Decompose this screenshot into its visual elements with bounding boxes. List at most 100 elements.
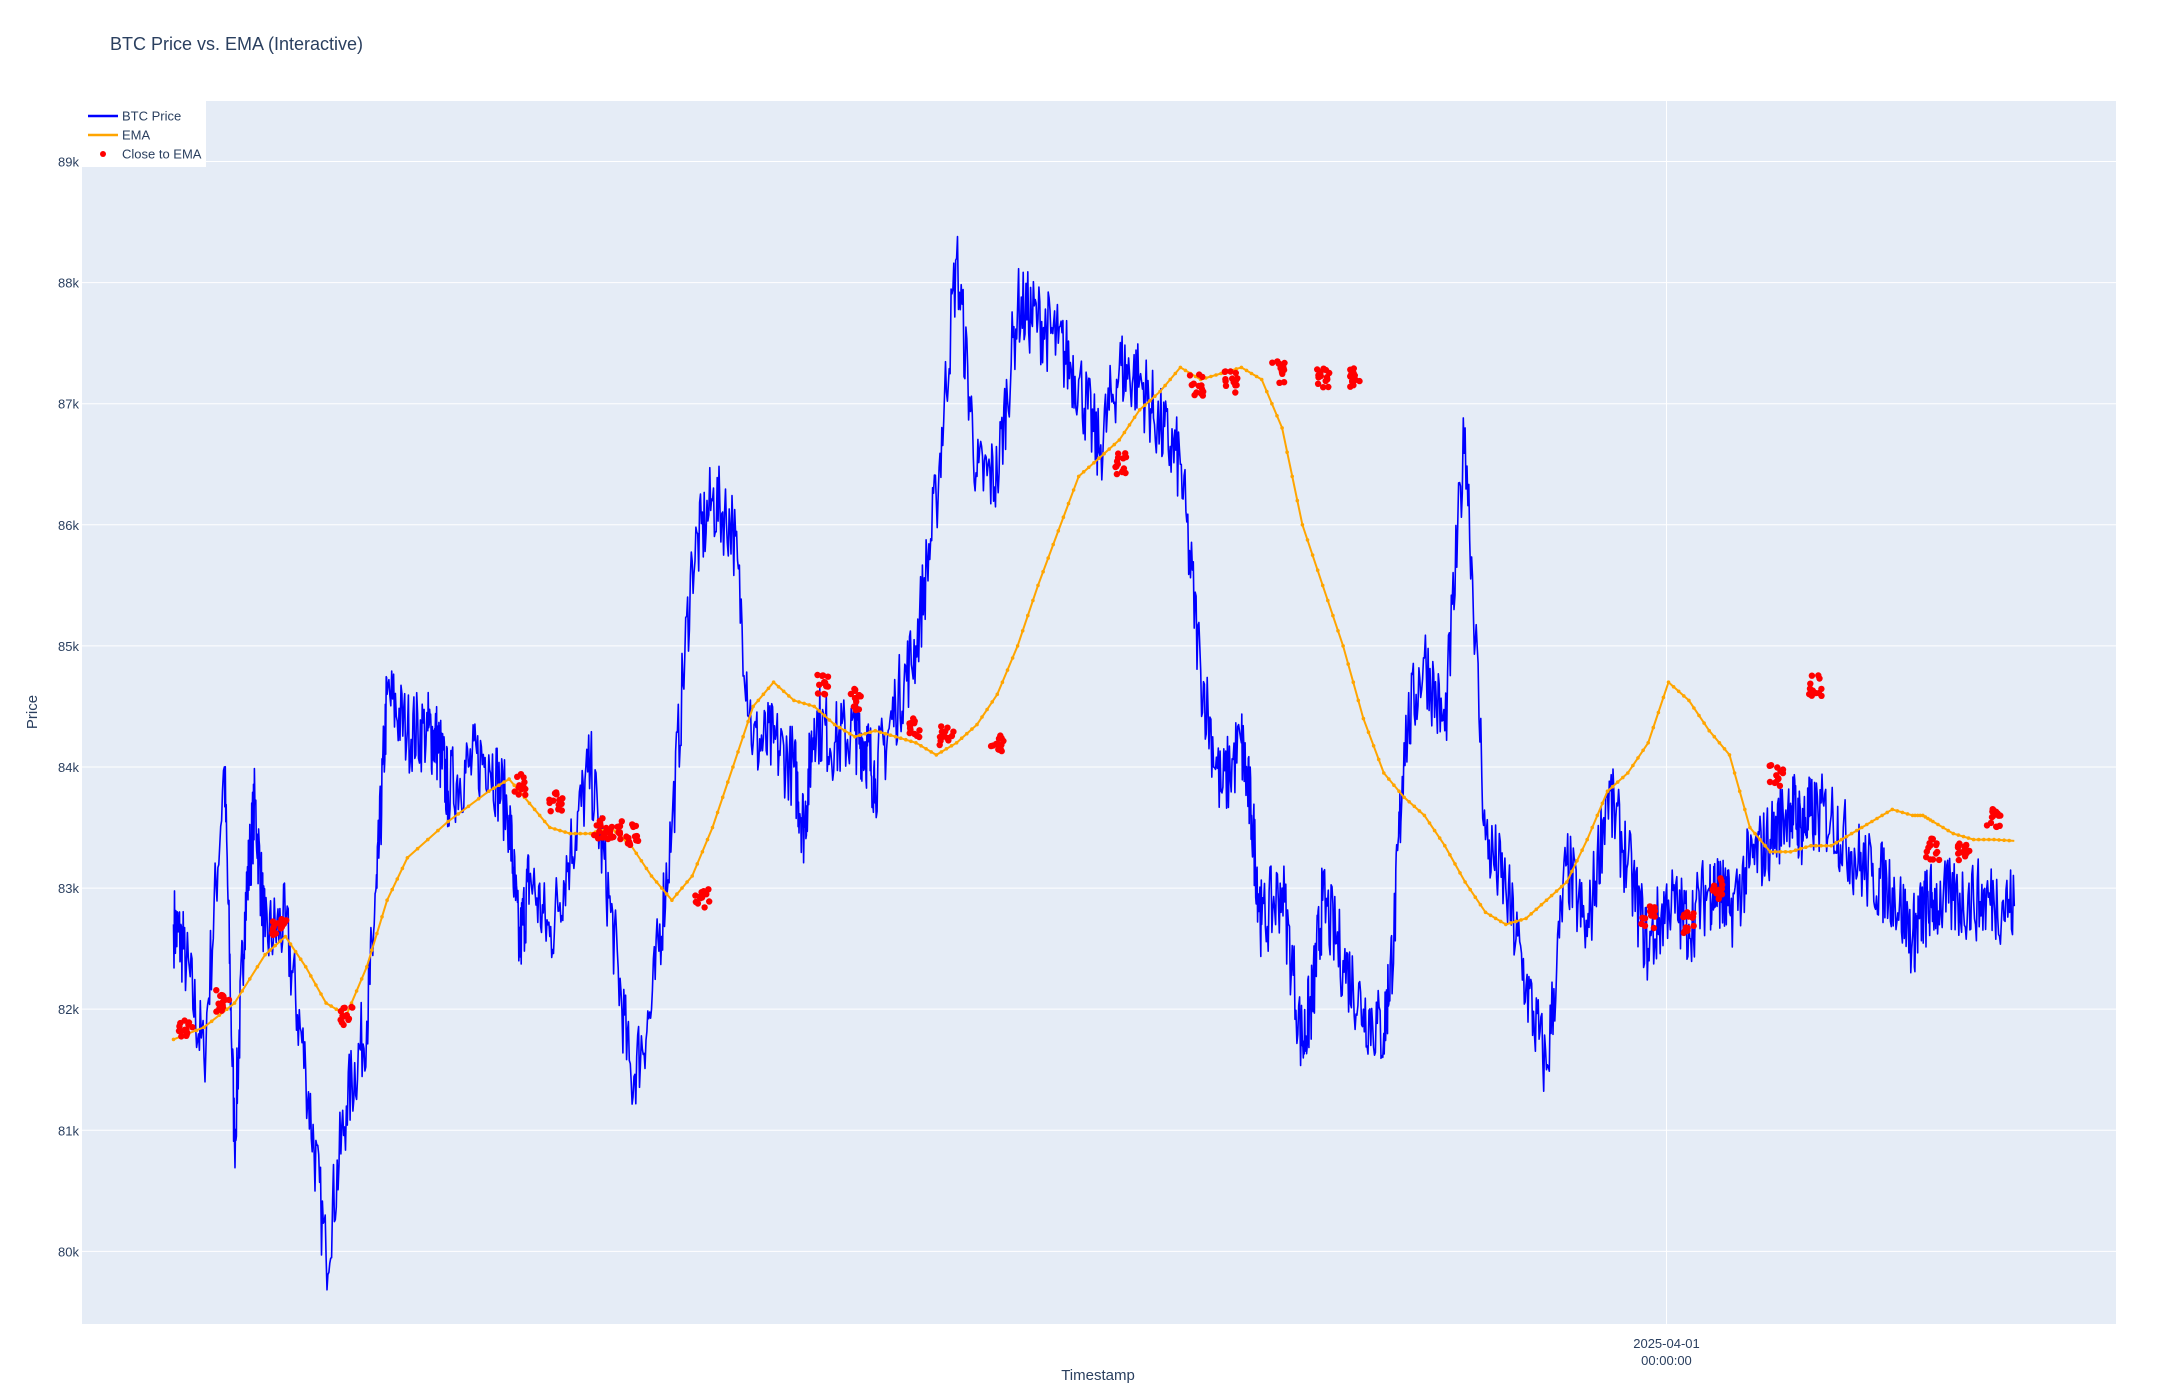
ema-point	[1875, 816, 1879, 821]
y-tick-label: 82k	[58, 1002, 79, 1017]
y-tick-label: 88k	[58, 276, 79, 291]
ema-point	[1382, 771, 1386, 775]
ema-point	[1763, 843, 1767, 848]
ema-point	[1549, 893, 1554, 898]
y-tick-label: 83k	[58, 881, 79, 896]
ema-point	[1285, 450, 1289, 455]
close-to-ema-point	[617, 835, 624, 843]
close-to-ema-point	[1638, 920, 1645, 928]
ema-point	[1793, 848, 1798, 852]
ema-point	[1117, 438, 1122, 442]
ema-point	[1000, 680, 1005, 684]
ema-point	[939, 750, 944, 754]
close-to-ema-point	[1963, 849, 1971, 857]
ema-point	[446, 819, 450, 824]
ema-point	[675, 892, 679, 896]
ema-point	[919, 744, 923, 748]
close-to-ema-point	[1995, 812, 2002, 819]
ema-point	[781, 689, 786, 694]
ema-point	[634, 851, 639, 856]
y-axis-ticks: 80k 81k 82k 83k 84k 85k 86k 87k 88k 89k	[58, 155, 79, 1260]
close-to-ema-point	[995, 746, 1002, 753]
ema-point	[1056, 529, 1061, 533]
ema-point	[848, 731, 852, 736]
ema-point	[1290, 474, 1294, 479]
legend[interactable]: BTC Price EMA Close to EMA	[82, 101, 206, 167]
ema-point	[670, 898, 674, 902]
close-to-ema-point	[1347, 366, 1354, 373]
close-to-ema-point	[692, 892, 699, 899]
ema-point	[1915, 813, 1920, 818]
ema-point	[1437, 836, 1442, 840]
close-to-ema-point	[1196, 371, 1203, 378]
ema-point	[1346, 662, 1350, 666]
ema-point	[1071, 488, 1076, 492]
ema-point	[1656, 710, 1661, 715]
close-to-ema-point	[558, 807, 565, 814]
close-to-ema-point	[1326, 369, 1333, 377]
close-to-ema-cluster	[692, 886, 713, 911]
close-to-ema-point	[1932, 841, 1940, 849]
close-to-ema-cluster	[1112, 450, 1130, 478]
close-to-ema-point	[1349, 375, 1357, 382]
ema-point	[1671, 685, 1676, 689]
close-to-ema-point	[1689, 913, 1697, 921]
close-to-ema-cluster	[1186, 371, 1207, 399]
ema-point	[1397, 789, 1401, 793]
close-to-ema-point	[853, 706, 860, 713]
ema-point	[1539, 902, 1544, 907]
ema-point	[1417, 809, 1422, 813]
close-to-ema-point	[1929, 856, 1937, 863]
close-to-ema-point	[1325, 383, 1332, 391]
ema-point	[1697, 713, 1701, 718]
legend-item-label[interactable]: EMA	[122, 128, 151, 143]
ema-point	[1814, 843, 1818, 848]
ema-point	[1941, 825, 1945, 830]
ema-point	[1448, 853, 1452, 857]
legend-item-label[interactable]: BTC Price	[122, 109, 181, 124]
ema-point	[1565, 880, 1569, 884]
close-to-ema-point	[814, 671, 821, 679]
close-to-ema-point	[1651, 907, 1659, 915]
ema-point	[883, 731, 888, 736]
ema-point	[1768, 850, 1772, 854]
ema-point	[975, 722, 979, 727]
ema-point	[395, 877, 400, 881]
ema-point	[1407, 800, 1411, 804]
ema-point	[710, 825, 715, 830]
ema-point	[194, 1028, 199, 1033]
close-to-ema-point	[1324, 376, 1331, 383]
ema-point	[268, 948, 272, 952]
ema-point	[1087, 465, 1091, 470]
close-to-ema-point	[1641, 915, 1649, 922]
close-to-ema-cluster	[1954, 840, 1973, 864]
ema-point	[1758, 837, 1762, 842]
ema-point	[1514, 919, 1518, 924]
close-to-ema-point	[1923, 853, 1930, 861]
ema-point	[787, 694, 791, 698]
close-to-ema-point	[937, 734, 945, 742]
ema-point	[878, 730, 883, 734]
close-to-ema-point	[218, 991, 225, 999]
close-to-ema-point	[1222, 377, 1229, 385]
ema-point	[1066, 501, 1071, 506]
close-to-ema-point	[616, 823, 624, 830]
close-to-ema-point	[547, 808, 554, 815]
ema-point	[1478, 902, 1483, 907]
legend-item-label[interactable]: Close to EMA	[122, 147, 202, 162]
ema-point	[1163, 383, 1167, 388]
ema-point	[1519, 918, 1523, 922]
ema-point	[827, 718, 832, 722]
ema-point	[542, 819, 547, 824]
ema-point	[1468, 887, 1472, 892]
ema-point	[1946, 828, 1950, 833]
ema-point	[1753, 831, 1757, 836]
ema-point	[970, 727, 974, 731]
ema-point	[370, 948, 374, 952]
ema-point	[1971, 837, 1976, 842]
ema-point	[1722, 747, 1727, 751]
ema-point	[1854, 828, 1859, 833]
ema-point	[1913, 813, 1917, 818]
close-to-ema-cluster	[936, 723, 957, 749]
ema-point	[893, 734, 898, 739]
